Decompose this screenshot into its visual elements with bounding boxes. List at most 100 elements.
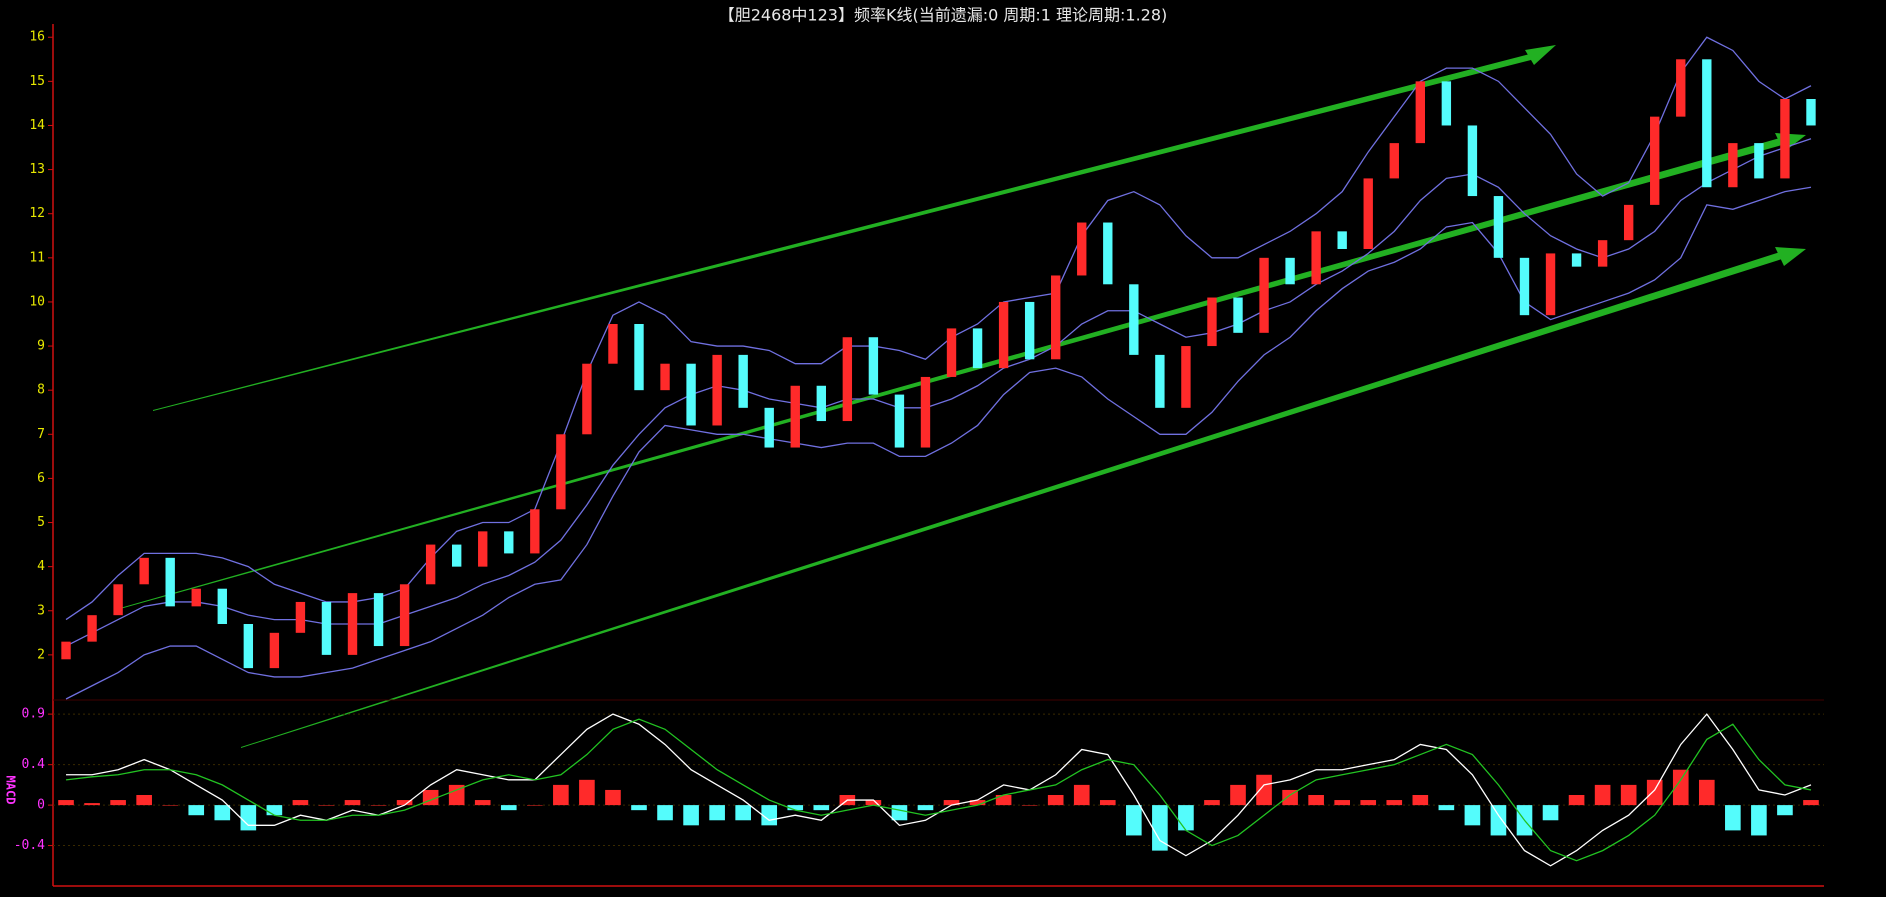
candle <box>1623 204 1634 241</box>
histogram-bar <box>292 800 309 806</box>
histogram-bar <box>266 805 283 816</box>
histogram-bar <box>579 779 595 806</box>
y-tick-label: 8 <box>37 383 45 398</box>
candle <box>321 601 332 655</box>
candle <box>399 584 410 647</box>
candle <box>1467 125 1478 197</box>
candle <box>1129 284 1139 355</box>
candle <box>1597 240 1608 267</box>
histogram-bar <box>448 784 465 806</box>
histogram-bar <box>1021 805 1038 806</box>
candle <box>373 593 384 647</box>
histogram-bar <box>735 805 751 821</box>
y-tick-label: 7 <box>37 427 45 442</box>
y-tick-label: 15 <box>29 74 45 89</box>
histogram-bar <box>110 800 126 806</box>
candle <box>1519 257 1530 316</box>
histogram-bar <box>761 805 778 826</box>
arrow-head <box>1775 247 1806 266</box>
candle <box>1181 346 1191 408</box>
candle <box>530 509 540 554</box>
y-tick-label: 11 <box>29 250 45 265</box>
histogram-bar <box>1672 769 1689 806</box>
candle <box>1389 143 1399 179</box>
histogram-bar <box>1803 800 1819 806</box>
y-tick-label: 0.4 <box>22 757 46 772</box>
histogram-bar <box>995 795 1012 806</box>
candle <box>946 328 957 377</box>
histogram-bar <box>1126 805 1142 836</box>
histogram-bar <box>214 805 231 821</box>
candle <box>347 593 358 655</box>
histogram-bar <box>709 805 725 821</box>
y-tick-label: 10 <box>29 294 45 309</box>
histogram-bar <box>240 805 257 831</box>
histogram-bar <box>865 800 882 806</box>
candle <box>634 324 644 391</box>
histogram-bar <box>500 805 517 811</box>
candle <box>764 407 774 448</box>
candle <box>998 301 1009 369</box>
histogram-bar <box>188 805 205 816</box>
candle <box>1103 222 1113 285</box>
candle <box>920 376 931 448</box>
histogram-bar <box>1282 789 1298 806</box>
histogram-bar <box>787 805 804 811</box>
candle <box>790 385 800 448</box>
candle <box>1493 196 1504 258</box>
histogram-bar <box>370 805 387 806</box>
candle <box>1285 257 1295 285</box>
chart-title: 【胆2468中123】频率K线(当前遗漏:0 周期:1 理论周期:1.28) <box>719 6 1168 25</box>
histogram-bar <box>527 805 543 806</box>
candle <box>582 363 592 435</box>
candle <box>87 615 97 642</box>
candle <box>1780 99 1790 179</box>
histogram-bar <box>1777 805 1793 816</box>
candle <box>1024 301 1035 360</box>
candle <box>1233 297 1243 333</box>
candle <box>478 531 488 567</box>
line <box>65 718 1812 862</box>
histogram-bar <box>1073 784 1090 806</box>
candle <box>816 385 826 422</box>
histogram-bar <box>58 800 74 806</box>
histogram-bar <box>813 805 830 811</box>
histogram-bar <box>1308 795 1324 806</box>
candle <box>139 557 149 585</box>
histogram-bar <box>1204 800 1220 806</box>
histogram-bar <box>553 784 569 806</box>
histogram-bar <box>84 803 100 806</box>
histogram-bar <box>1412 795 1429 806</box>
histogram-bar <box>1725 805 1741 831</box>
candle <box>868 337 879 395</box>
histogram-bar <box>1620 784 1637 806</box>
histogram-bar <box>1334 800 1350 806</box>
candle <box>1259 257 1269 333</box>
candle <box>686 363 696 426</box>
macd-label: MACD <box>4 776 18 805</box>
y-tick-label: 13 <box>29 162 45 177</box>
histogram-bar <box>657 805 673 821</box>
histogram-bar <box>631 805 647 811</box>
histogram-bar <box>318 805 335 806</box>
histogram-bar <box>1542 805 1559 821</box>
candle <box>165 557 175 607</box>
candle <box>712 354 722 426</box>
y-tick-label: 5 <box>37 515 45 530</box>
candle <box>61 641 71 660</box>
y-tick-label: 16 <box>29 30 45 45</box>
histogram-bar <box>891 805 908 821</box>
candle <box>1650 116 1660 205</box>
candle <box>1571 253 1582 267</box>
candle <box>972 328 983 369</box>
trend-line <box>241 252 1782 748</box>
candle <box>1363 178 1373 249</box>
histogram-bar <box>1152 805 1168 851</box>
histogram-bar <box>1464 805 1481 826</box>
histogram-bar <box>474 800 491 806</box>
candle <box>1155 354 1165 408</box>
histogram-bar <box>605 789 621 806</box>
histogram-bar <box>1386 800 1403 806</box>
histogram-bar <box>917 805 934 811</box>
